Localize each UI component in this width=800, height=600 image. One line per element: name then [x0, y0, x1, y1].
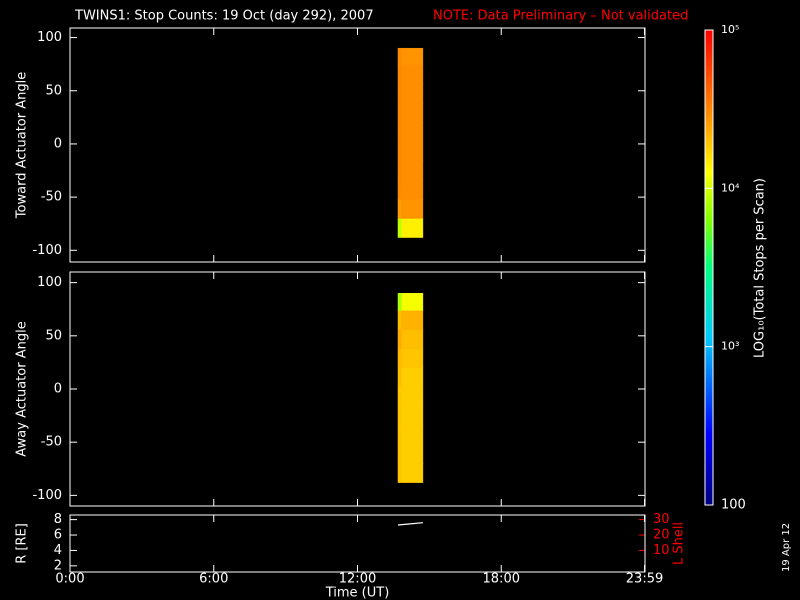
y-tick-label: -100	[32, 488, 62, 503]
x-tick-label: 0:00	[55, 572, 84, 587]
y-tick-label: -50	[41, 190, 62, 205]
heatmap-cell	[401, 463, 424, 483]
heatmap-cell	[397, 122, 403, 143]
heatmap-cell	[401, 160, 424, 181]
heatmap-cell	[397, 160, 403, 181]
y-tick-label: 8	[54, 512, 62, 527]
heatmap-cell	[397, 444, 403, 464]
y-tick-label: 50	[45, 83, 62, 98]
y2-axis-label: L Shell	[672, 522, 687, 565]
date-stamp: 19 Apr 12	[781, 523, 792, 572]
heatmap-cell	[397, 386, 403, 407]
y-axis-label: Toward Actuator Angle	[15, 72, 30, 219]
y-tick-label: 0	[54, 136, 62, 151]
y-axis-label: Away Actuator Angle	[15, 321, 30, 456]
panel-frame	[69, 271, 646, 507]
heatmap-cell	[401, 310, 424, 330]
y-axis-label: R [RE]	[15, 523, 30, 564]
heatmap-cell	[401, 218, 424, 238]
heatmap-cell	[401, 444, 424, 464]
x-axis-label: Time (UT)	[325, 586, 390, 600]
heatmap-cell	[401, 122, 424, 143]
heatmap-cell	[397, 179, 403, 200]
heatmap-cell	[401, 386, 424, 407]
y2-tick-label: 20	[653, 528, 670, 543]
x-tick-label: 23:59	[626, 572, 663, 587]
heatmap-cell	[397, 218, 403, 238]
chart-title: TWINS1: Stop Counts: 19 Oct (day 292), 2…	[74, 9, 374, 24]
heatmap-cell	[401, 293, 424, 311]
heatmap-cell	[401, 47, 424, 66]
heatmap-cell	[401, 141, 424, 162]
heatmap-cell	[397, 424, 403, 445]
colorbar-tick-label: 10³	[721, 340, 739, 353]
heatmap-cell	[401, 84, 424, 104]
y-tick-label: 100	[37, 30, 62, 45]
x-tick-label: 6:00	[199, 572, 228, 587]
heatmap-cell	[397, 367, 403, 388]
heatmap-cell	[397, 198, 403, 219]
colorbar-tick-label: 10⁵	[721, 23, 739, 36]
y-tick-label: 2	[54, 558, 62, 573]
heatmap-cell	[397, 141, 403, 162]
colorbar-tick-label: 10⁴	[721, 181, 740, 194]
line-series	[397, 522, 423, 526]
note: NOTE: Data Preliminary – Not validated	[433, 9, 688, 24]
colorbar-label: LOG₁₀(Total Stops per Scan)	[753, 178, 768, 358]
y-tick-label: 0	[54, 382, 62, 397]
heatmap-cell	[397, 348, 403, 368]
y-tick-label: 4	[54, 543, 62, 558]
heatmap-cell	[397, 310, 403, 330]
y-tick-label: 100	[37, 275, 62, 290]
heatmap-cell	[401, 103, 424, 123]
heatmap-cell	[401, 179, 424, 200]
panel-frame	[69, 514, 646, 573]
y2-tick-label: 30	[653, 512, 670, 527]
heatmap-cell	[401, 367, 424, 388]
y-tick-label: -50	[41, 435, 62, 450]
heatmap-cell	[401, 329, 424, 349]
y-tick-label: 50	[45, 328, 62, 343]
heatmap-cell	[401, 424, 424, 445]
heatmap-cell	[397, 103, 403, 123]
x-tick-label: 12:00	[339, 572, 376, 587]
colorbar-tick-label: 100	[721, 498, 746, 513]
y2-tick-label: 10	[653, 543, 670, 558]
heatmap-cell	[397, 293, 403, 311]
colorbar	[704, 29, 714, 506]
heatmap-cell	[401, 198, 424, 219]
heatmap-cell	[401, 348, 424, 368]
y-tick-label: 6	[54, 528, 62, 543]
heatmap-cell	[397, 84, 403, 104]
x-tick-label: 18:00	[483, 572, 520, 587]
heatmap-cell	[397, 64, 403, 85]
heatmap-cell	[397, 47, 403, 66]
panel-frame	[69, 27, 646, 263]
heatmap-cell	[397, 463, 403, 483]
y-tick-label: -100	[32, 243, 62, 258]
heatmap-cell	[401, 64, 424, 85]
heatmap-cell	[401, 405, 424, 426]
heatmap-cell	[397, 329, 403, 349]
heatmap-cell	[397, 405, 403, 426]
